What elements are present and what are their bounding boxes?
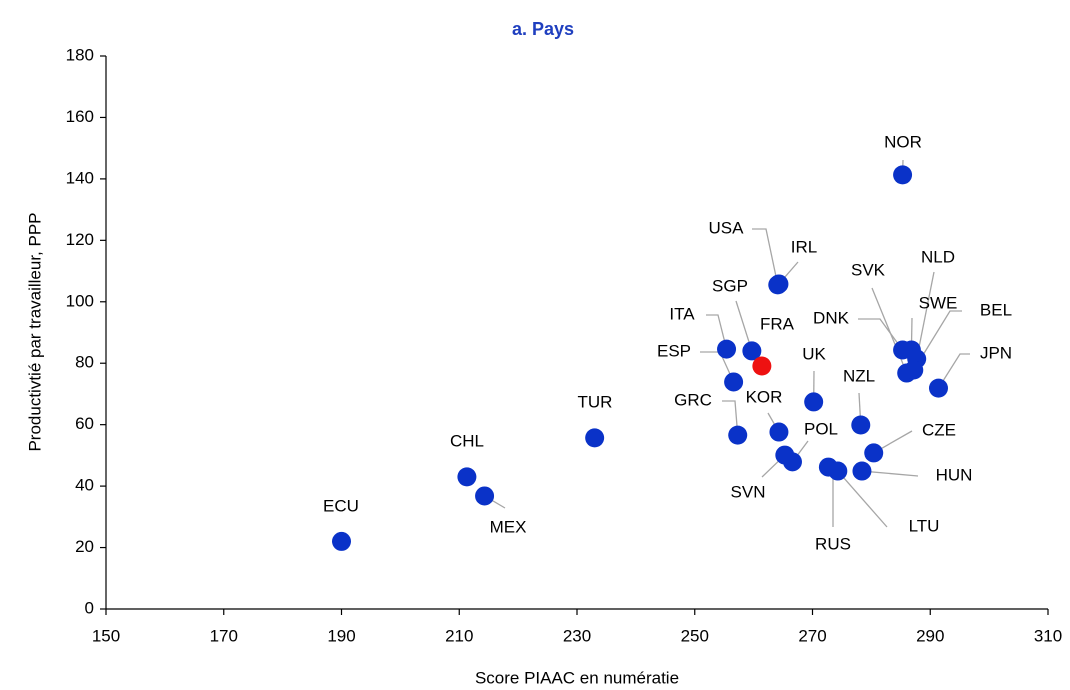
y-tick-label: 40 <box>75 476 94 495</box>
point-label: IRL <box>791 237 817 256</box>
point-label: KOR <box>746 387 783 406</box>
point <box>928 378 948 398</box>
point-label: SVK <box>851 260 886 279</box>
y-tick-label: 120 <box>66 230 94 249</box>
point-label: ECU <box>323 496 359 515</box>
leader-line <box>837 470 888 528</box>
y-tick-label: 60 <box>75 414 94 433</box>
point-label: NLD <box>921 247 955 266</box>
x-tick-label: 150 <box>92 626 120 645</box>
point <box>828 461 848 481</box>
point <box>804 392 824 412</box>
y-tick-label: 160 <box>66 107 94 126</box>
point <box>852 461 872 481</box>
x-tick-label: 310 <box>1034 626 1062 645</box>
point <box>585 428 605 448</box>
point-label: CHL <box>450 431 484 450</box>
x-axis-label: Score PIAAC en numératie <box>475 668 679 687</box>
y-tick-label: 0 <box>85 598 94 617</box>
point-label: LTU <box>909 516 940 535</box>
point <box>457 467 477 487</box>
y-axis-label: Productivtié par travailleur, PPP <box>25 212 44 451</box>
y-tick-label: 180 <box>66 45 94 64</box>
leader-line <box>937 353 970 389</box>
point-label: SWE <box>919 293 958 312</box>
point <box>769 422 789 442</box>
point <box>775 445 795 465</box>
x-tick-label: 270 <box>798 626 826 645</box>
x-tick-label: 250 <box>681 626 709 645</box>
y-tick-label: 100 <box>66 291 94 310</box>
point-label: CZE <box>922 420 956 439</box>
point-label: FRA <box>760 314 795 333</box>
point-label: NZL <box>843 366 875 385</box>
point <box>768 275 788 295</box>
y-tick-label: 80 <box>75 353 94 372</box>
point <box>904 360 924 380</box>
chart-title: a. Pays <box>512 19 574 39</box>
point-label: MEX <box>490 517 527 536</box>
point <box>724 372 744 392</box>
leader-line <box>913 310 962 371</box>
point <box>752 356 772 376</box>
leader-line <box>752 228 779 286</box>
point-label: DNK <box>813 308 850 327</box>
x-tick-label: 290 <box>916 626 944 645</box>
point-label: GRC <box>674 390 712 409</box>
point <box>864 443 884 463</box>
y-tick-label: 20 <box>75 537 94 556</box>
point <box>728 425 748 445</box>
point-label: POL <box>804 419 838 438</box>
point-label: TUR <box>578 392 613 411</box>
point-label: ITA <box>669 304 695 323</box>
point <box>742 341 762 361</box>
leader-line <box>722 400 739 436</box>
leader-line <box>871 287 908 374</box>
point-label: UK <box>802 344 826 363</box>
point-label: NOR <box>884 132 922 151</box>
point <box>851 415 871 435</box>
x-tick-label: 190 <box>327 626 355 645</box>
y-tick-label: 140 <box>66 168 94 187</box>
leader-line <box>916 271 935 360</box>
x-tick-label: 170 <box>210 626 238 645</box>
point-label: JPN <box>980 343 1012 362</box>
point-label: RUS <box>815 534 851 553</box>
point <box>475 486 495 506</box>
point-label: USA <box>709 218 745 237</box>
leader-line <box>858 318 904 351</box>
point-label: SVN <box>731 482 766 501</box>
point-label: ESP <box>657 341 691 360</box>
point-label: SGP <box>712 276 748 295</box>
point <box>893 165 913 185</box>
point <box>717 339 737 359</box>
x-tick-label: 230 <box>563 626 591 645</box>
leader-line <box>706 314 728 350</box>
point <box>332 531 351 551</box>
point-label: HUN <box>936 465 973 484</box>
point-label: BEL <box>980 300 1012 319</box>
x-tick-label: 210 <box>445 626 473 645</box>
